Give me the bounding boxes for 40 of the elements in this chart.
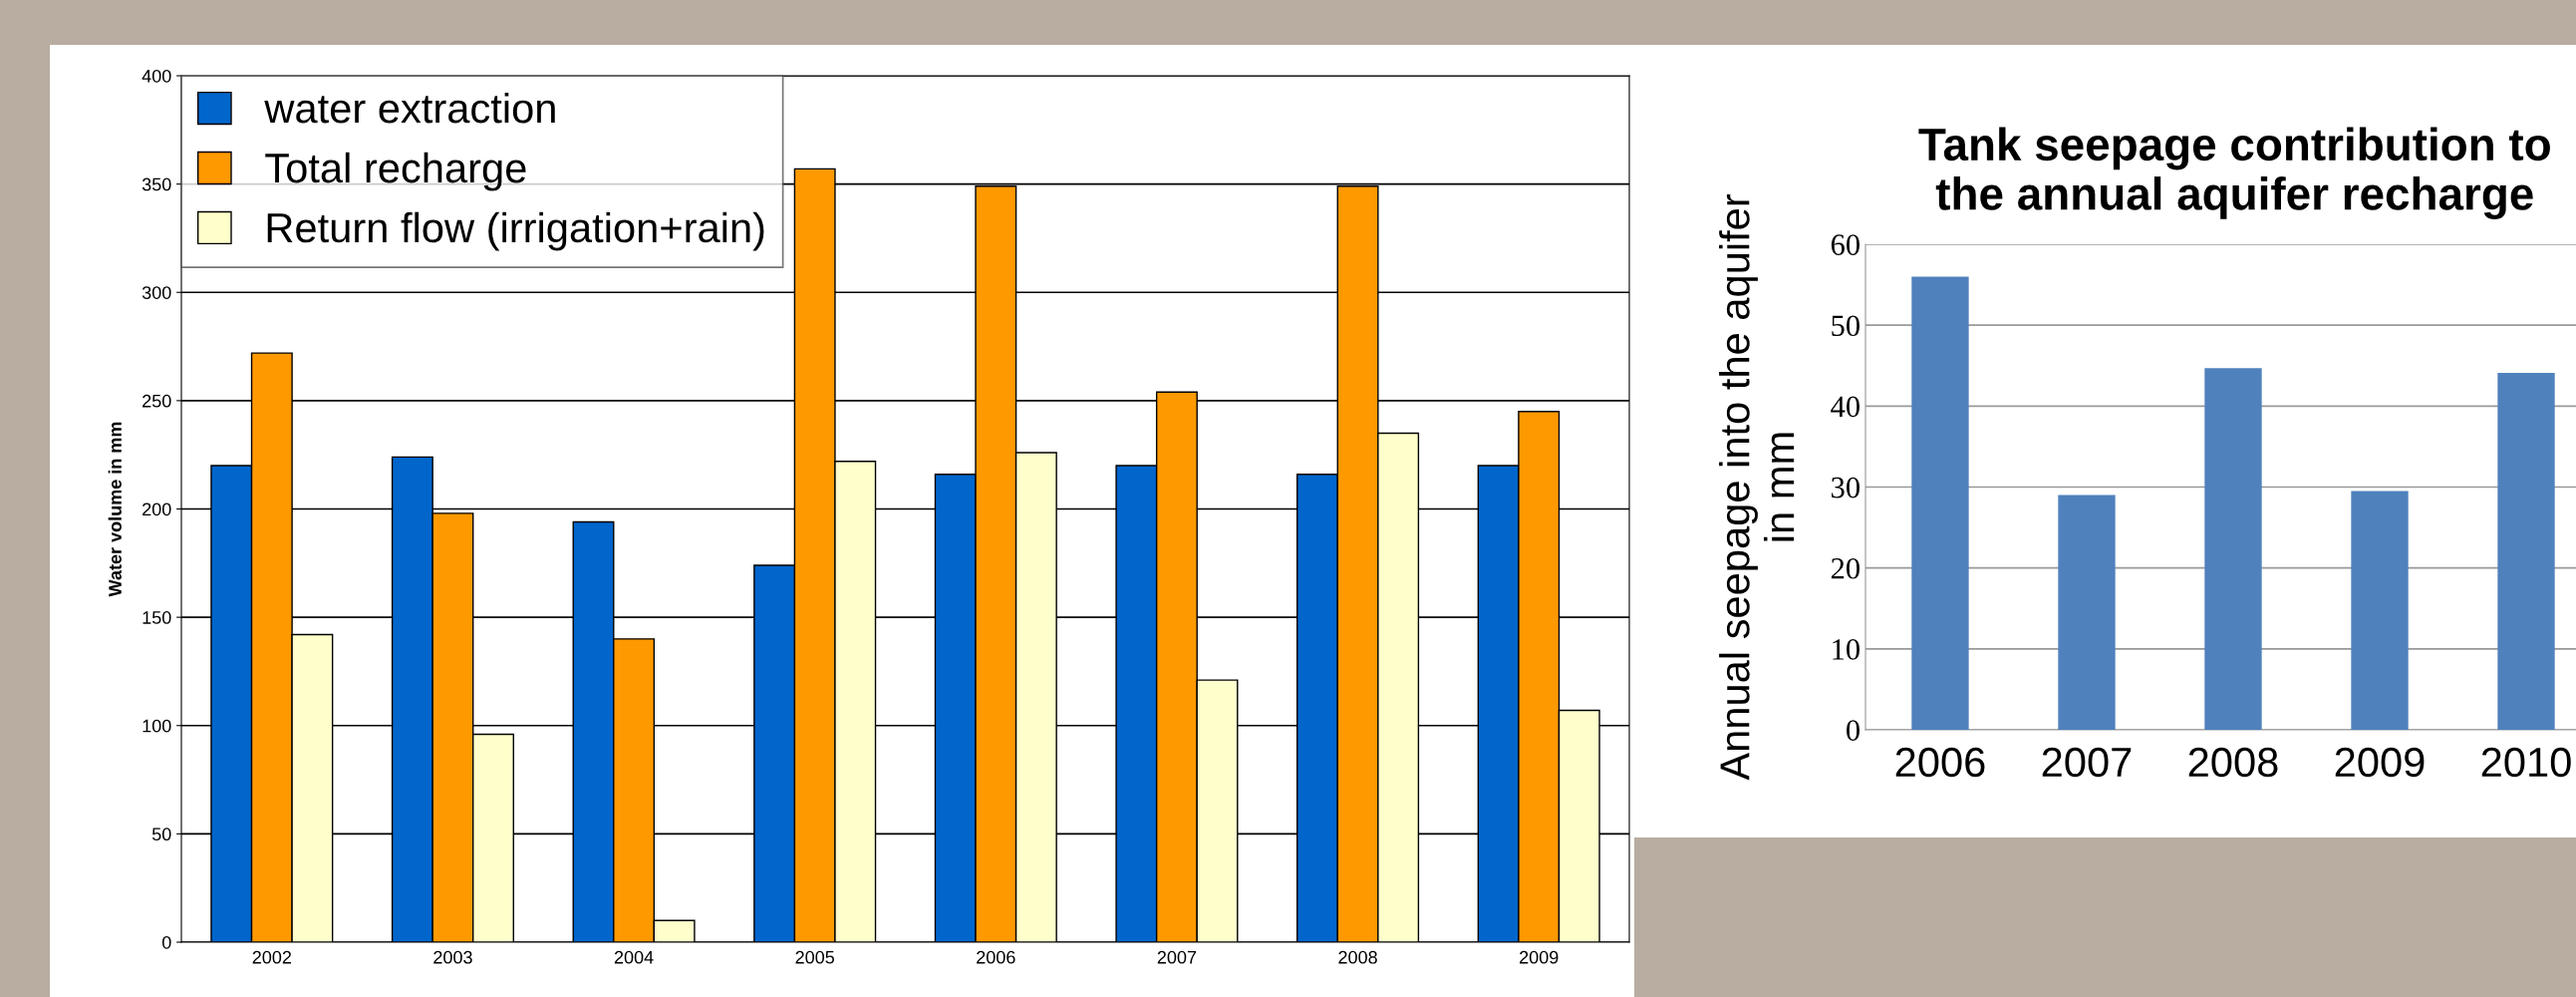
y-tick-label: 50 bbox=[1832, 315, 1860, 337]
x-tick-label: 2006 bbox=[1895, 747, 1985, 778]
y-axis-title: Annual seepage into the aquifer in mm bbox=[1719, 193, 1795, 781]
legend-label: water extraction bbox=[264, 92, 555, 124]
y-tick-label: 30 bbox=[1832, 477, 1860, 498]
x-tick-label: 2005 bbox=[795, 950, 835, 964]
y-tick-label: 300 bbox=[142, 286, 171, 299]
x-tick-label: 2006 bbox=[977, 950, 1015, 964]
x-tick-label: 2007 bbox=[1157, 950, 1197, 964]
y-tick-label: 250 bbox=[143, 394, 171, 408]
bar bbox=[2058, 495, 2116, 730]
x-tick-label: 2008 bbox=[1338, 950, 1377, 964]
x-tick-label: 2009 bbox=[2335, 747, 2425, 778]
y-tick-label: 40 bbox=[1831, 396, 1860, 418]
y-tick-label: 400 bbox=[142, 69, 171, 83]
x-tick-label: 2010 bbox=[2481, 747, 2571, 778]
x-tick-label: 2007 bbox=[2042, 747, 2132, 778]
x-tick-label: 2003 bbox=[433, 950, 472, 964]
y-tick-label: 0 bbox=[1847, 720, 1860, 741]
x-tick-label: 2009 bbox=[1520, 950, 1559, 964]
y-tick-label: 60 bbox=[1831, 234, 1860, 255]
y-tick-label: 0 bbox=[161, 935, 171, 949]
y-axis-title: Water volume in mm bbox=[108, 422, 122, 597]
y-tick-label: 150 bbox=[143, 611, 171, 624]
y-tick-label: 20 bbox=[1831, 557, 1860, 579]
y-tick-label: 100 bbox=[143, 719, 171, 733]
y-tick-label: 200 bbox=[143, 502, 171, 516]
legend-label: Total recharge bbox=[265, 152, 526, 191]
y-tick-label: 50 bbox=[151, 828, 171, 841]
chart-title: Tank seepage contribution to the annual aquifer recharge bbox=[1918, 127, 2550, 219]
bar bbox=[2497, 373, 2555, 730]
legend-label: Return flow (irrigation+rain) bbox=[267, 211, 764, 251]
y-tick-label: 350 bbox=[142, 177, 171, 191]
x-tick-label: 2002 bbox=[252, 950, 291, 964]
bar bbox=[1911, 276, 1969, 730]
x-tick-label: 2008 bbox=[2188, 747, 2278, 778]
x-tick-label: 2004 bbox=[614, 950, 654, 964]
bar bbox=[2351, 491, 2409, 730]
y-tick-label: 10 bbox=[1833, 639, 1860, 660]
bar bbox=[2204, 368, 2262, 730]
